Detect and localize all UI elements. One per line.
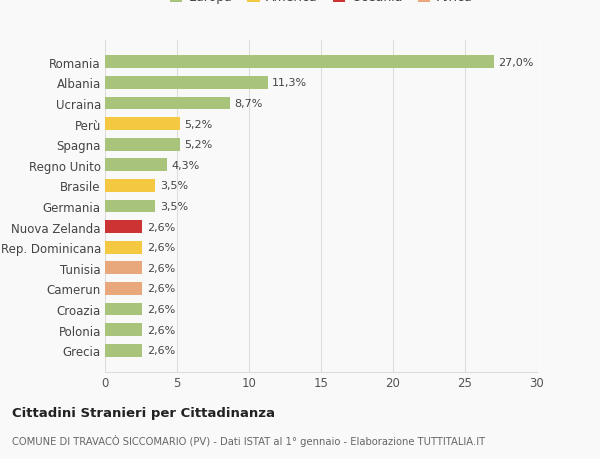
Bar bbox=[105, 97, 230, 110]
Bar bbox=[105, 262, 142, 274]
Bar bbox=[105, 221, 142, 234]
Bar bbox=[105, 56, 494, 69]
Bar bbox=[105, 118, 180, 131]
Text: 5,2%: 5,2% bbox=[184, 119, 212, 129]
Text: COMUNE DI TRAVACÒ SICCOMARIO (PV) - Dati ISTAT al 1° gennaio - Elaborazione TUTT: COMUNE DI TRAVACÒ SICCOMARIO (PV) - Dati… bbox=[12, 434, 485, 446]
Bar bbox=[105, 324, 142, 336]
Text: 5,2%: 5,2% bbox=[184, 140, 212, 150]
Text: 2,6%: 2,6% bbox=[147, 222, 175, 232]
Text: 8,7%: 8,7% bbox=[235, 99, 263, 109]
Text: 3,5%: 3,5% bbox=[160, 202, 188, 212]
Bar bbox=[105, 200, 155, 213]
Text: 11,3%: 11,3% bbox=[272, 78, 307, 88]
Text: 2,6%: 2,6% bbox=[147, 263, 175, 273]
Text: 2,6%: 2,6% bbox=[147, 243, 175, 252]
Text: Cittadini Stranieri per Cittadinanza: Cittadini Stranieri per Cittadinanza bbox=[12, 406, 275, 419]
Text: 2,6%: 2,6% bbox=[147, 284, 175, 294]
Text: 27,0%: 27,0% bbox=[498, 58, 533, 67]
Bar bbox=[105, 77, 268, 90]
Bar bbox=[105, 241, 142, 254]
Bar bbox=[105, 139, 180, 151]
Bar bbox=[105, 179, 155, 192]
Legend: Europa, America, Oceania, Africa: Europa, America, Oceania, Africa bbox=[170, 0, 473, 4]
Bar bbox=[105, 282, 142, 295]
Text: 3,5%: 3,5% bbox=[160, 181, 188, 191]
Text: 4,3%: 4,3% bbox=[171, 161, 199, 170]
Text: 2,6%: 2,6% bbox=[147, 346, 175, 355]
Bar bbox=[105, 159, 167, 172]
Bar bbox=[105, 303, 142, 316]
Bar bbox=[105, 344, 142, 357]
Text: 2,6%: 2,6% bbox=[147, 304, 175, 314]
Text: 2,6%: 2,6% bbox=[147, 325, 175, 335]
